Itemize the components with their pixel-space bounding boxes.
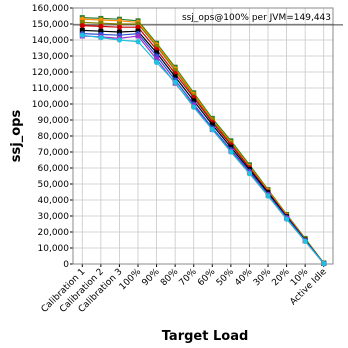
point [135,24,141,30]
x-tick-label: 100% [118,267,144,293]
y-tick-label: 20,000 [38,228,70,238]
y-tick-label: 0 [63,260,69,270]
point [191,98,197,104]
point [98,23,104,29]
point [228,149,234,155]
point [172,79,178,85]
y-tick-label: 60,000 [38,164,70,174]
point [283,216,290,222]
y-axis-title: ssj_ops [9,110,24,163]
x-tick-label: 50% [215,267,237,289]
point [209,122,215,128]
point [302,238,308,244]
point [116,24,123,30]
point [209,127,215,133]
x-tick-label: 70% [178,267,200,289]
y-tick-label: 30,000 [38,212,70,222]
y-tick-label: 50,000 [38,180,70,190]
y-tick-label: 120,000 [32,68,69,78]
x-tick-label: 40% [233,267,255,289]
x-tick-label: 90% [140,267,162,289]
x-tick-label: 20% [270,267,292,289]
y-tick-label: 140,000 [32,36,69,46]
point [135,39,141,45]
point [79,23,85,29]
point [98,20,104,26]
point [154,56,160,62]
y-tick-label: 80,000 [38,132,70,142]
point [79,27,85,33]
point [265,193,271,199]
series-line [82,34,325,264]
y-tick-label: 70,000 [38,148,70,158]
y-tick-label: 10,000 [38,244,70,254]
y-tick-label: 110,000 [32,84,69,94]
point [154,43,160,49]
point [191,104,197,110]
point [246,171,253,177]
point [98,28,104,34]
point [79,19,85,25]
point [172,67,178,73]
y-tick-label: 160,000 [32,4,69,14]
y-tick-label: 40,000 [38,196,70,206]
point [116,21,122,27]
point [172,74,178,80]
y-tick-label: 100,000 [32,100,69,110]
x-tick-label: 30% [252,267,274,289]
annotation: ssj_ops@100% per JVM=149,443 [182,13,331,23]
point [154,50,160,56]
point [153,59,160,65]
x-tick-label: 80% [159,267,181,289]
point [321,260,327,267]
x-tick-label: 60% [196,267,218,289]
y-tick-label: 150,000 [32,20,69,30]
y-tick-label: 130,000 [32,52,69,62]
plot-border [72,7,334,265]
point [135,33,141,39]
point [98,35,104,41]
point [116,29,122,35]
point [135,21,141,27]
point [79,32,85,38]
x-axis-title: Target Load [162,329,249,344]
y-tick-label: 90,000 [38,116,70,126]
point [116,37,123,43]
